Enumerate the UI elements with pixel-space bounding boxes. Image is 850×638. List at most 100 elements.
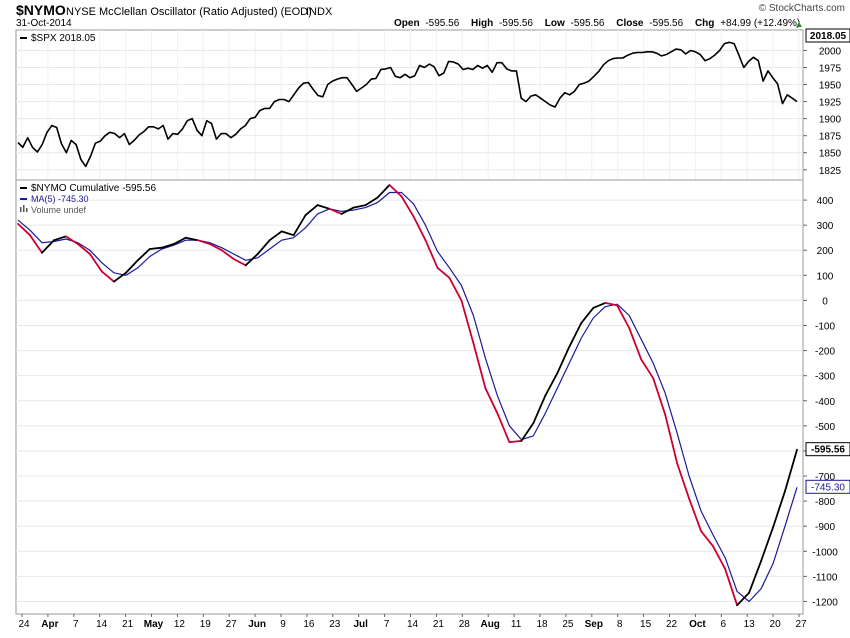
nymo-segment (628, 327, 643, 361)
upper-legend: $SPX 2018.05 (31, 33, 96, 44)
symbol-description: NYSE McClellan Oscillator (Ratio Adjuste… (66, 6, 312, 18)
nymo-segment (544, 372, 559, 397)
nymo-segment (724, 567, 738, 607)
nymo-segment (376, 184, 391, 199)
lower-y-tick-label: -1000 (812, 547, 838, 558)
lower-last-value-tags: -595.56 -745.30 (805, 442, 850, 494)
nymo-segment (760, 526, 774, 563)
x-tick-label: 7 (73, 619, 79, 630)
lower-y-tick-label: -700 (815, 472, 835, 483)
nymo-segment (340, 206, 355, 215)
upper-last-value-label: 2018.05 (810, 31, 847, 42)
nymo-segment (496, 412, 511, 444)
up-arrow-icon (796, 22, 802, 27)
ma5-line (17, 191, 798, 603)
x-tick-label: Jun (248, 619, 266, 630)
x-tick-label: 21 (433, 619, 445, 630)
lower-y-axis: 4003002001000-100-200-300-400-500-600-70… (803, 196, 838, 608)
x-tick-label: 24 (18, 619, 30, 630)
spx-line (17, 41, 798, 168)
ohlc-line: Open -595.56 High -595.56 Low -595.56 Cl… (394, 18, 800, 29)
nymo-segment (436, 266, 451, 279)
nymo-segment (412, 215, 427, 242)
x-tick-label: 7 (384, 619, 390, 630)
lower-y-tick-label: 200 (817, 246, 834, 257)
quote-date: 31-Oct-2014 (16, 18, 72, 29)
lower-y-tick-label: -300 (815, 372, 835, 383)
nymo-segment (101, 270, 115, 283)
upper-last-value-box (805, 28, 850, 43)
high-label: High (471, 18, 493, 29)
x-tick-label: 14 (96, 619, 108, 630)
nymo-segment (604, 301, 619, 307)
lower-y-tick-label: -400 (815, 397, 835, 408)
nymo-segment (208, 243, 223, 252)
x-tick-label: Oct (689, 619, 706, 630)
nymo-segment (772, 490, 786, 529)
x-tick-label: 8 (617, 619, 623, 630)
x-tick-label: 16 (303, 619, 315, 630)
nymo-segment (89, 253, 103, 273)
nymo-segment (125, 259, 139, 274)
x-tick-label: 6 (721, 619, 727, 630)
upper-y-tick-label: 1900 (819, 115, 842, 126)
upper-series (17, 41, 798, 168)
x-tick-label: 20 (770, 619, 782, 630)
x-tick-label: 21 (122, 619, 134, 630)
x-tick-label: 27 (226, 619, 238, 630)
lower-legend: $NYMO Cumulative -595.56 (31, 183, 156, 194)
x-tick-label: 12 (174, 619, 186, 630)
nymo-segment (268, 230, 283, 242)
nymo-segment (220, 249, 235, 260)
nymo-segment (113, 271, 127, 283)
nymo-segment (136, 248, 151, 262)
high-value: -595.56 (499, 18, 533, 29)
nymo-segment (736, 591, 750, 607)
nymo-segment (616, 304, 631, 329)
lower-y-tick-label: 300 (817, 221, 834, 232)
nymo-segment (196, 239, 211, 245)
nymo-segment (640, 358, 655, 380)
chg-value: +84.99 (+12.49%) (720, 18, 800, 29)
nymo-segment (280, 230, 295, 237)
nymo-segment (172, 236, 187, 245)
nymo-segment (652, 377, 667, 416)
nymo-segment (460, 299, 475, 345)
x-tick-label: 23 (329, 619, 341, 630)
nymo-segment (712, 545, 726, 570)
exchange-label: INDX (306, 6, 333, 18)
x-tick-label: 18 (536, 619, 548, 630)
nymo-segment (316, 204, 331, 210)
nymo-segment (508, 439, 523, 444)
lower-y-tick-label: -800 (815, 497, 835, 508)
nymo-segment (784, 448, 798, 493)
nymo-segment (352, 204, 367, 209)
chg-label: Chg (695, 18, 714, 29)
lower-series (17, 184, 798, 607)
upper-y-axis: 1825 1850 1875 1900 1925 1950 1975 2000 (803, 46, 842, 177)
nymo-segment (676, 462, 690, 500)
nymo-segment (472, 342, 487, 390)
x-tick-label: 15 (640, 619, 652, 630)
x-tick-label: Sep (585, 619, 603, 630)
nymo-segment (304, 204, 319, 217)
close-label: Close (616, 18, 644, 29)
nymo-segment (184, 236, 199, 242)
nymo-segment (244, 253, 259, 267)
ma-last-value-box (805, 479, 850, 494)
x-tick-label: Jul (353, 619, 368, 630)
upper-y-tick-label: 1925 (819, 98, 842, 109)
nymo-segment (592, 301, 607, 309)
x-tick-label: 22 (666, 619, 678, 630)
lower-y-tick-label: -1200 (812, 597, 838, 608)
nymo-segment (484, 387, 499, 415)
open-label: Open (394, 18, 420, 29)
nymo-segment (520, 422, 535, 442)
x-tick-label: Apr (41, 619, 58, 630)
nymo-segment (364, 196, 379, 207)
nymo-segment (17, 222, 31, 237)
close-value: -595.56 (649, 18, 683, 29)
nymo-segment (448, 276, 463, 302)
